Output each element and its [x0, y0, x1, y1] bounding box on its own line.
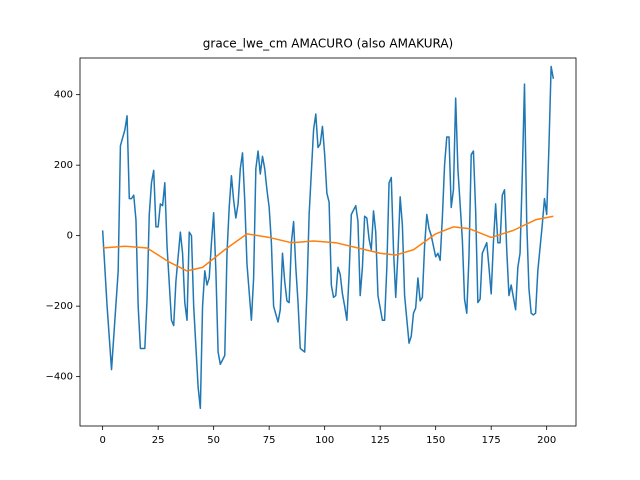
x-tick-label: 175: [482, 435, 501, 446]
y-tick-label: 400: [54, 90, 73, 101]
plot-frame: [79, 57, 577, 427]
x-tick-label: 50: [207, 435, 220, 446]
y-tick-label: 200: [54, 160, 73, 171]
data-line: [102, 215, 554, 272]
x-tick-label: 100: [315, 435, 334, 446]
x-tick-label: 75: [263, 435, 276, 446]
x-tick-label: 150: [426, 435, 445, 446]
x-tick-label: 0: [99, 435, 105, 446]
y-tick-label: −400: [46, 372, 73, 383]
x-tick-label: 125: [371, 435, 390, 446]
x-tick-label: 200: [537, 435, 556, 446]
data-line: [101, 65, 555, 410]
y-tick-label: −200: [46, 301, 73, 312]
y-tick-label: 0: [67, 231, 73, 242]
x-tick-label: 25: [152, 435, 165, 446]
chart-title: grace_lwe_cm AMACURO (also AMAKURA): [203, 37, 453, 51]
